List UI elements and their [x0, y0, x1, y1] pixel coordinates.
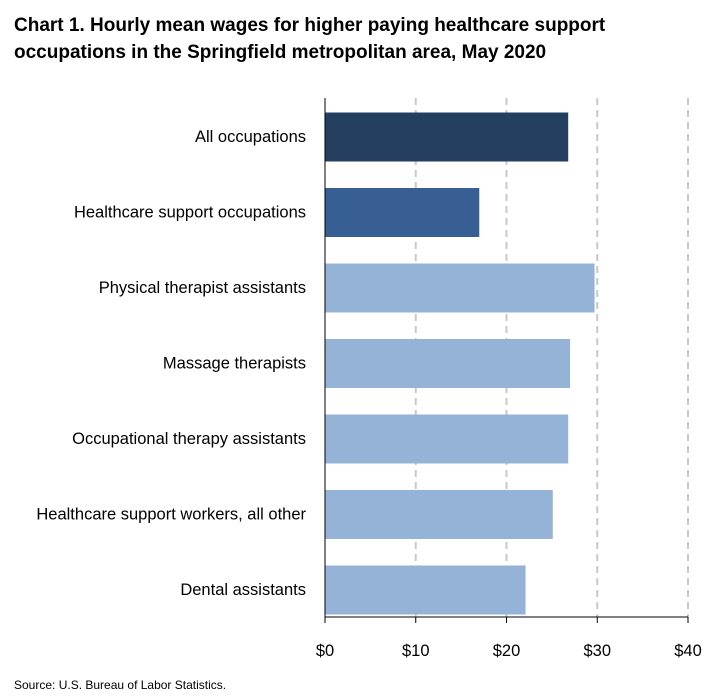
axes	[324, 98, 689, 623]
x-tick-label: $30	[583, 642, 611, 660]
chart-title: Chart 1. Hourly mean wages for higher pa…	[14, 15, 606, 63]
category-label: Healthcare support workers, all other	[36, 506, 306, 524]
category-labels: All occupations Healthcare support occupa…	[36, 128, 306, 599]
x-tick-label: $10	[402, 642, 430, 660]
category-label: Healthcare support occupations	[74, 204, 306, 222]
bar	[325, 490, 553, 539]
category-label: Occupational therapy assistants	[72, 430, 306, 448]
bars	[325, 112, 595, 615]
x-tick-label: $20	[493, 642, 521, 660]
source-note: Source: U.S. Bureau of Labor Statistics.	[14, 678, 227, 692]
x-tick-label: $40	[674, 642, 702, 660]
category-label: Massage therapists	[163, 355, 306, 373]
bar	[325, 565, 526, 615]
x-tick-label: $0	[316, 642, 334, 660]
category-label: Physical therapist assistants	[99, 279, 306, 297]
bar	[325, 414, 569, 464]
bar	[325, 263, 595, 313]
category-label: Dental assistants	[180, 581, 306, 599]
bar	[325, 112, 569, 162]
tick-labels: $0 $10 $20 $30 $40	[316, 642, 702, 660]
category-label: All occupations	[195, 128, 306, 146]
bar	[325, 188, 480, 237]
bar	[325, 339, 571, 388]
